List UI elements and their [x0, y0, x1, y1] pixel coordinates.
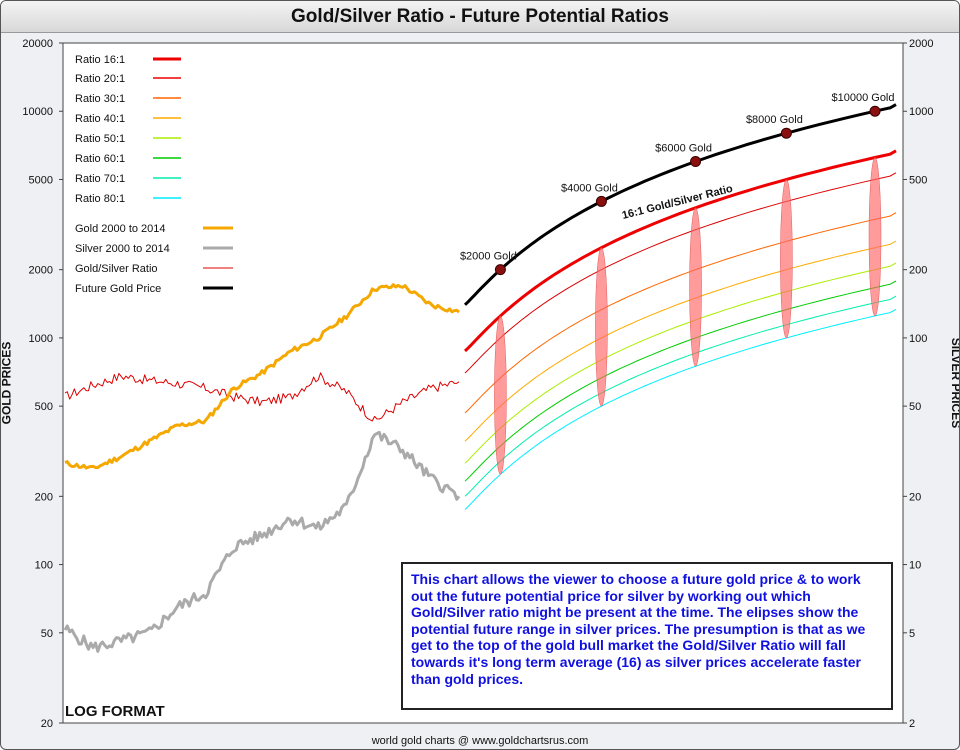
legend-label: Future Gold Price	[75, 283, 161, 295]
silver-range-ellipse	[494, 315, 507, 475]
left-tick-label: 20000	[22, 38, 53, 50]
right-tick-label: 2000	[909, 38, 933, 50]
future-gold-marker	[690, 156, 702, 168]
future-gold-marker	[780, 127, 792, 139]
silver-price-line	[63, 430, 461, 653]
legend-label: Ratio 80:1	[75, 193, 125, 205]
legend-label: Gold 2000 to 2014	[75, 223, 166, 235]
future-gold-label: $8000 Gold	[746, 114, 803, 126]
legend-label: Ratio 16:1	[75, 54, 125, 66]
future-gold-marker	[869, 105, 881, 117]
legend-label: Ratio 40:1	[75, 113, 125, 125]
left-tick-label: 20	[41, 718, 53, 730]
gold-silver-ratio-line	[64, 372, 460, 422]
right-tick-label: 500	[909, 174, 927, 186]
right-tick-label: 200	[909, 265, 927, 277]
footer-credit: world gold charts @ www.goldchartsrus.co…	[371, 735, 589, 747]
legend-label: Ratio 30:1	[75, 93, 125, 105]
chart-title: Gold/Silver Ratio - Future Potential Rat…	[291, 6, 669, 27]
left-tick-label: 100	[35, 560, 53, 572]
legend-label: Ratio 70:1	[75, 173, 125, 185]
left-tick-label: 200	[35, 491, 53, 503]
right-tick-label: 20	[909, 491, 921, 503]
right-tick-label: 50	[909, 401, 921, 413]
future-gold-marker	[494, 264, 506, 276]
ratio-curve-80	[464, 308, 897, 510]
gold-price-line	[64, 283, 460, 470]
right-tick-label: 10	[909, 560, 921, 572]
left-tick-label: 1000	[29, 333, 53, 345]
y-axis-left-label: GOLD PRICES	[0, 341, 14, 425]
legend-label: Silver 2000 to 2014	[75, 243, 170, 255]
silver-range-ellipse	[780, 179, 793, 339]
future-gold-marker	[595, 195, 607, 207]
future-gold-label: $4000 Gold	[561, 182, 618, 194]
silver-range-ellipse	[868, 157, 882, 317]
right-tick-label: 5	[909, 628, 915, 640]
silver-range-ellipse	[689, 207, 702, 367]
left-tick-label: 5000	[29, 174, 53, 186]
future-gold-label: $2000 Gold	[460, 251, 517, 263]
log-format-label: LOG FORMAT	[65, 703, 165, 720]
future-gold-label: $10000 Gold	[832, 92, 895, 104]
annotation-box: This chart allows the viewer to choose a…	[401, 562, 893, 710]
left-tick-label: 10000	[22, 106, 53, 118]
legend-label: Ratio 20:1	[75, 73, 125, 85]
legend-label: Ratio 50:1	[75, 133, 125, 145]
legend-label: Ratio 60:1	[75, 153, 125, 165]
left-tick-label: 50	[41, 628, 53, 640]
right-tick-label: 1000	[909, 106, 933, 118]
left-tick-label: 2000	[29, 265, 53, 277]
title-bar: Gold/Silver Ratio - Future Potential Rat…	[1, 1, 959, 33]
y-axis-right-label: SILVER PRICES	[949, 337, 960, 429]
right-tick-label: 100	[909, 333, 927, 345]
future-gold-label: $6000 Gold	[655, 143, 712, 155]
legend-label: Gold/Silver Ratio	[75, 263, 158, 275]
ratio-curve-16	[463, 149, 897, 353]
left-tick-label: 500	[35, 401, 53, 413]
silver-range-ellipse	[595, 247, 608, 407]
right-tick-label: 2	[909, 718, 915, 730]
